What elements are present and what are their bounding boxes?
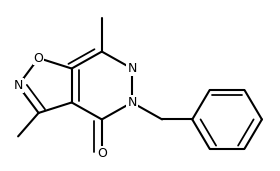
Text: N: N (127, 96, 137, 109)
Text: O: O (34, 52, 43, 65)
Text: N: N (13, 79, 23, 92)
Text: O: O (97, 147, 107, 160)
Text: N: N (127, 62, 137, 75)
